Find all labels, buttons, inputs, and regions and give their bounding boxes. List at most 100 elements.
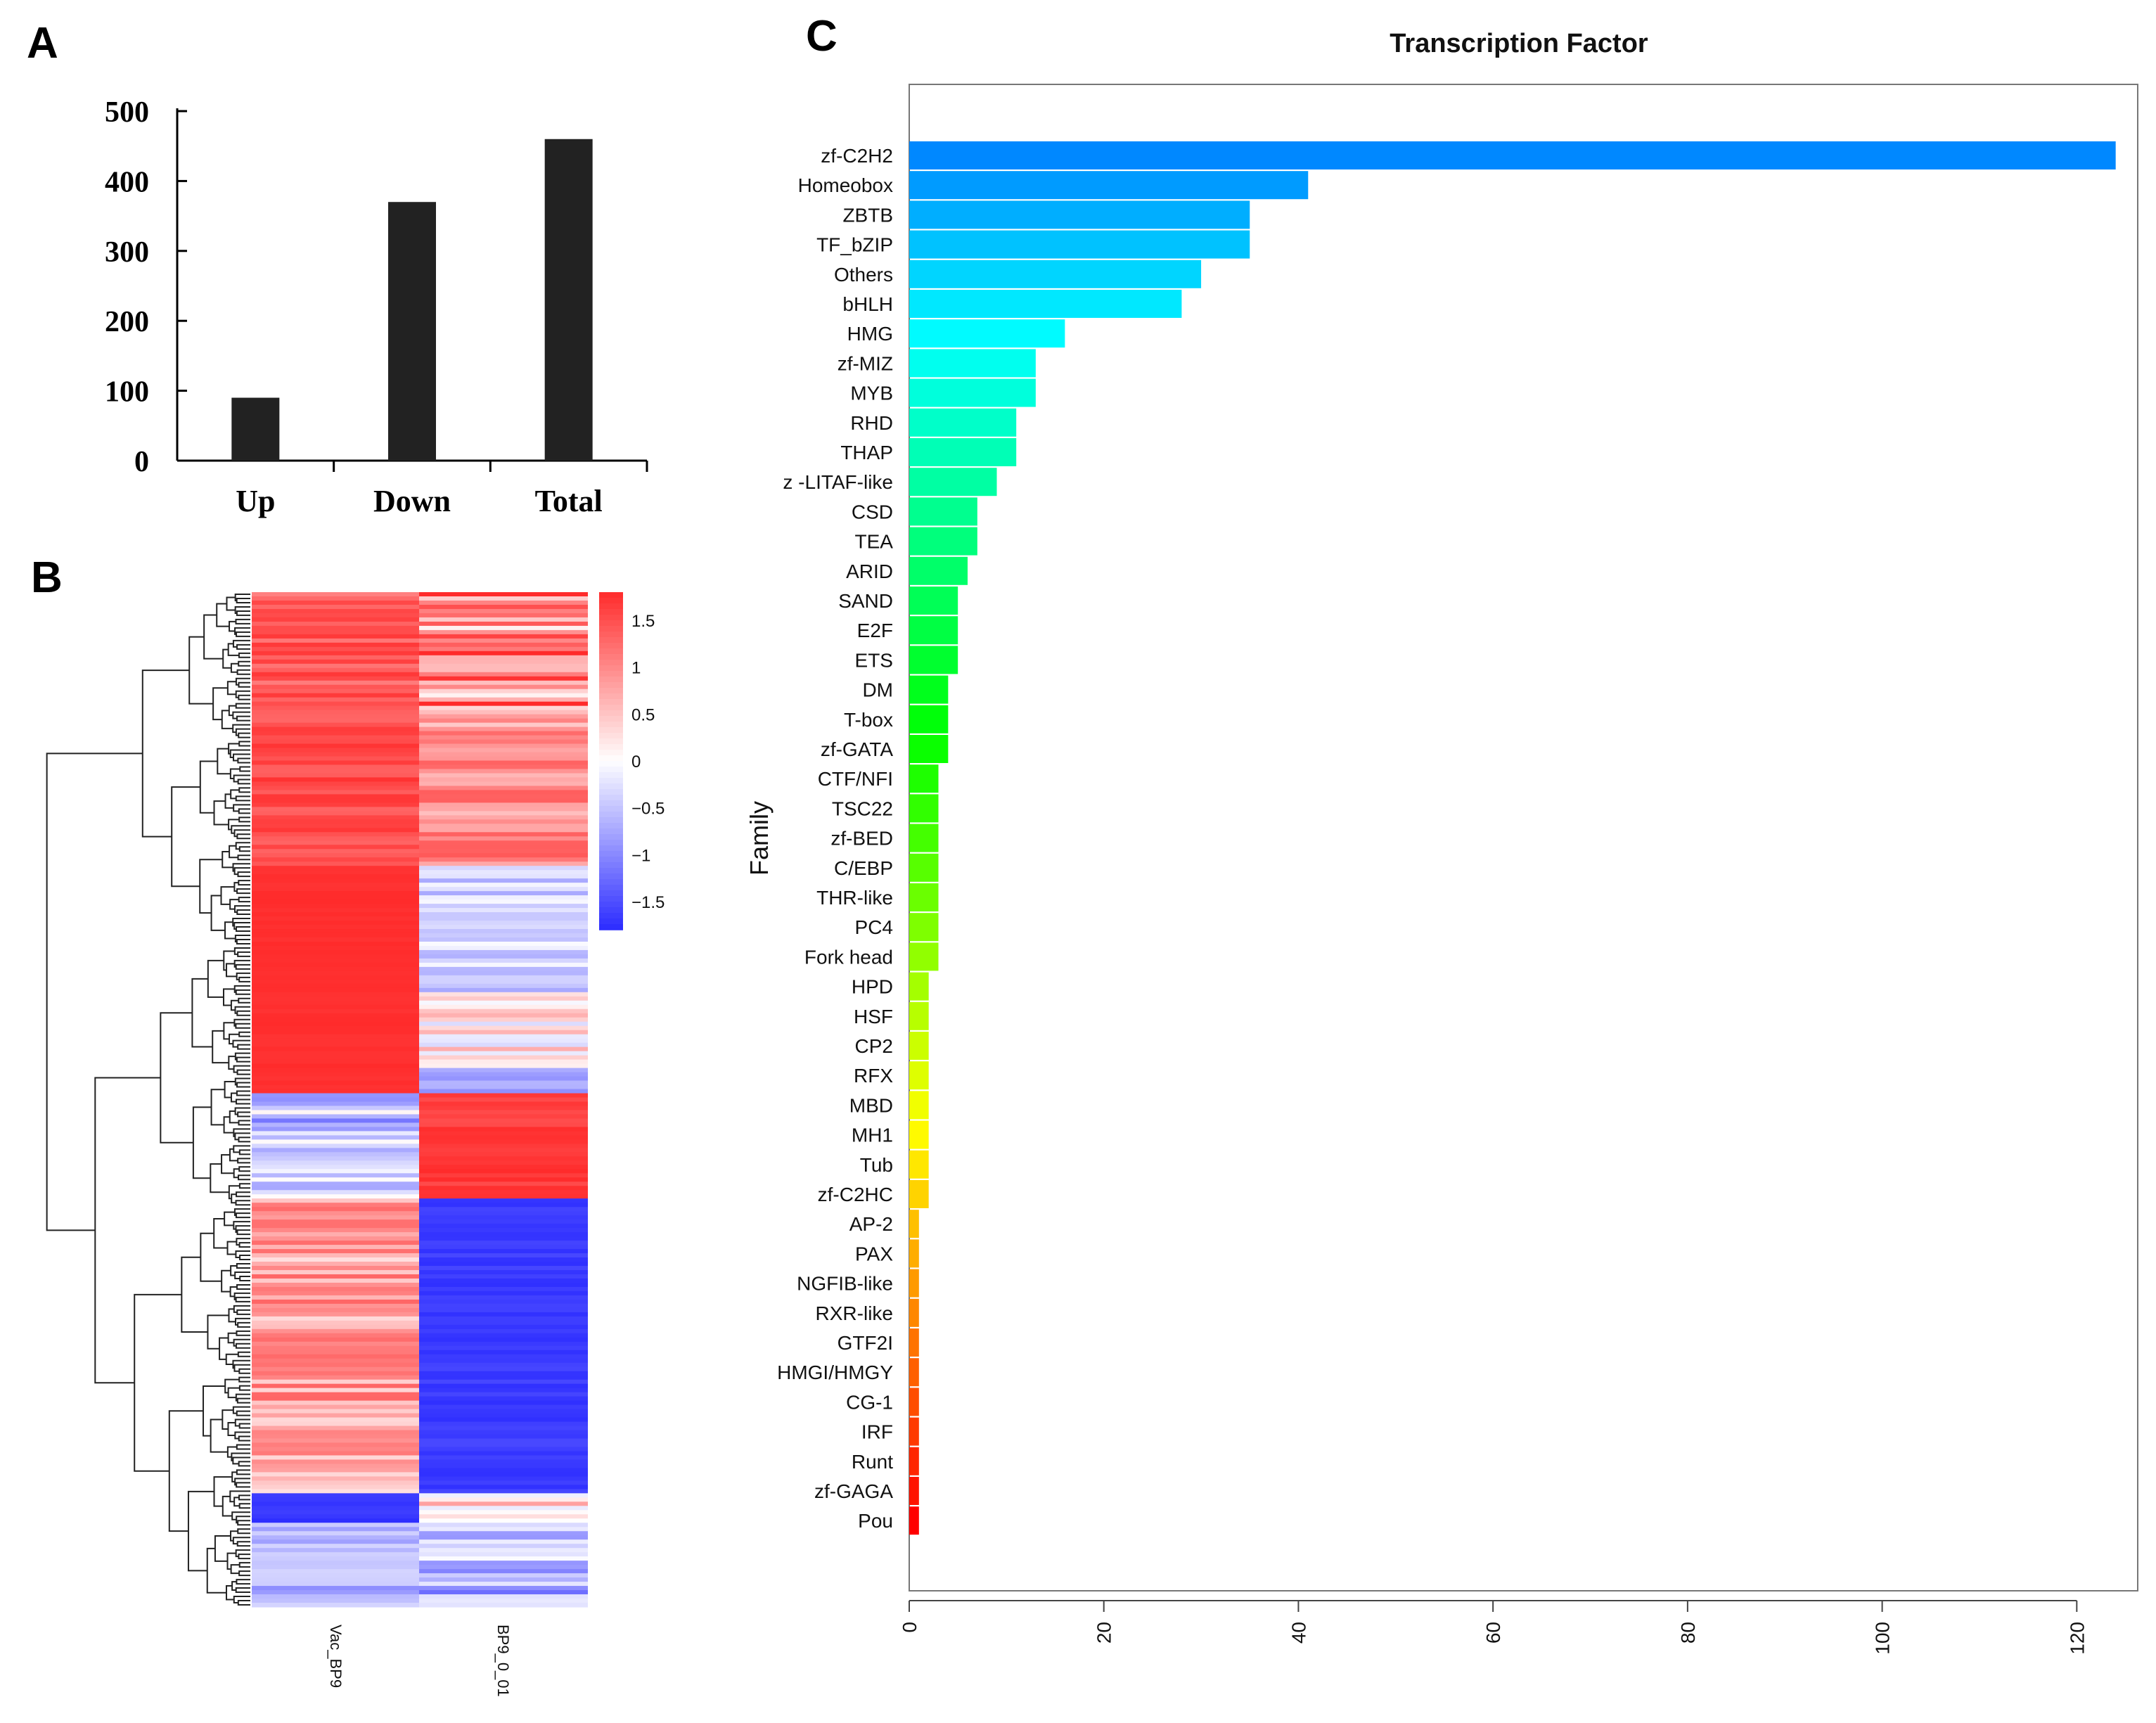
heatmap-cell bbox=[252, 1101, 419, 1107]
dendrogram-branch bbox=[236, 1010, 250, 1016]
heatmap-cell bbox=[252, 764, 419, 770]
chart-c-bar bbox=[909, 1298, 919, 1327]
heatmap-cell bbox=[252, 769, 419, 774]
heatmap-cell bbox=[252, 1253, 419, 1258]
heatmap-cell bbox=[252, 929, 419, 934]
heatmap-cell bbox=[419, 608, 588, 614]
heatmap-column-label: Vac_BP9 bbox=[327, 1625, 345, 1688]
chart-c-category-label: DM bbox=[862, 679, 893, 701]
dendrogram-branch bbox=[237, 854, 250, 861]
heatmap-cell bbox=[252, 811, 419, 816]
heatmap-cell bbox=[419, 1063, 588, 1069]
heatmap-cell bbox=[419, 1354, 588, 1359]
dendrogram-branch bbox=[213, 1218, 228, 1249]
chart-c-bar bbox=[909, 171, 1309, 200]
heatmap-cell bbox=[252, 1148, 419, 1153]
colorbar-tick-label: −1.5 bbox=[631, 893, 665, 912]
dendrogram-branch bbox=[236, 1263, 250, 1269]
dendrogram-branch bbox=[238, 1461, 250, 1467]
colorbar-segment bbox=[599, 755, 623, 762]
heatmap-cell bbox=[419, 798, 588, 803]
chart-c-bar bbox=[909, 1210, 919, 1238]
heatmap-cell bbox=[419, 1514, 588, 1519]
colorbar-segment bbox=[599, 823, 623, 829]
chart-c-bar bbox=[909, 1328, 919, 1357]
dendrogram-branch bbox=[234, 1271, 250, 1279]
heatmap-cell bbox=[252, 1093, 419, 1099]
heatmap-cell bbox=[419, 1307, 588, 1313]
dendrogram-branch bbox=[228, 705, 236, 717]
dendrogram-branch bbox=[238, 1503, 250, 1509]
heatmap-cell bbox=[419, 1400, 588, 1406]
heatmap-cell bbox=[252, 1388, 419, 1393]
colorbar-segment bbox=[599, 840, 623, 846]
chart-a-y-tick-label: 400 bbox=[105, 166, 149, 198]
heatmap-cell bbox=[419, 1523, 588, 1527]
dendrogram-branch bbox=[233, 1208, 250, 1217]
heatmap-cell bbox=[419, 629, 588, 635]
heatmap-cell bbox=[252, 979, 419, 985]
heatmap-cell bbox=[419, 1468, 588, 1473]
heatmap-cell bbox=[419, 1497, 588, 1502]
chart-c-bar bbox=[909, 497, 977, 526]
chart-c-bar bbox=[909, 972, 929, 1001]
heatmap-cell bbox=[419, 735, 588, 741]
dendrogram-branch bbox=[222, 648, 231, 669]
chart-c-bar bbox=[909, 616, 958, 645]
dendrogram-branch bbox=[212, 1030, 229, 1064]
heatmap-cell bbox=[252, 646, 419, 652]
heatmap-cell bbox=[419, 929, 588, 934]
dendrogram-branch bbox=[210, 1418, 228, 1453]
colorbar-tick-label: 1 bbox=[631, 659, 641, 678]
heatmap-cell bbox=[419, 1366, 588, 1372]
heatmap-cell bbox=[419, 878, 588, 883]
heatmap-cell bbox=[252, 1198, 419, 1203]
heatmap-cell bbox=[252, 853, 419, 858]
dendrogram-branch bbox=[230, 662, 239, 673]
heatmap-cell bbox=[252, 625, 419, 631]
chart-a-bars bbox=[231, 139, 593, 461]
heatmap-cell bbox=[252, 1358, 419, 1364]
chart-c-category-label: C/EBP bbox=[834, 857, 893, 879]
heatmap-cell bbox=[419, 718, 588, 724]
chart-c-category-label: zf-C2HC bbox=[818, 1184, 893, 1205]
colorbar-segment bbox=[599, 857, 623, 863]
heatmap-cell bbox=[252, 1021, 419, 1027]
dendrogram-branch bbox=[236, 1191, 250, 1198]
heatmap-cell bbox=[252, 983, 419, 989]
heatmap-cell bbox=[419, 874, 588, 879]
colorbar-segment bbox=[599, 693, 623, 700]
heatmap-cell bbox=[419, 1590, 588, 1595]
heatmap-cell bbox=[419, 1485, 588, 1490]
heatmap-cell bbox=[252, 958, 419, 963]
heatmap-cell bbox=[252, 642, 419, 648]
dendrogram-branch bbox=[238, 1562, 250, 1568]
heatmap-cell bbox=[252, 1375, 419, 1381]
heatmap-cell bbox=[252, 1312, 419, 1317]
heatmap-cell bbox=[252, 1114, 419, 1120]
heatmap-cell bbox=[419, 912, 588, 917]
heatmap-cell bbox=[252, 1203, 419, 1208]
chart-c-bar bbox=[909, 438, 1017, 466]
heatmap-cell bbox=[419, 1249, 588, 1254]
heatmap-cell bbox=[252, 962, 419, 968]
chart-c-bar bbox=[909, 1061, 929, 1090]
dendrogram-branch bbox=[229, 1490, 250, 1503]
dendrogram-branch bbox=[238, 741, 250, 747]
heatmap-cell bbox=[419, 1472, 588, 1477]
heatmap-cell bbox=[252, 866, 419, 871]
dendrogram-branch bbox=[236, 833, 250, 840]
chart-c-category-label: CTF/NFI bbox=[818, 768, 893, 790]
heatmap-cell bbox=[419, 1396, 588, 1402]
dendrogram-branch bbox=[233, 1596, 250, 1604]
dendrogram-branch bbox=[207, 959, 224, 998]
heatmap-cell bbox=[419, 1008, 588, 1014]
dendrogram-branch bbox=[224, 1211, 235, 1226]
heatmap-cell bbox=[419, 1527, 588, 1532]
dendrogram-branch bbox=[227, 1332, 237, 1344]
heatmap-cell bbox=[252, 1345, 419, 1351]
dendrogram-branch bbox=[238, 1423, 250, 1429]
heatmap-cell bbox=[419, 1295, 588, 1300]
heatmap-cell bbox=[419, 895, 588, 900]
heatmap-cell bbox=[252, 714, 419, 719]
